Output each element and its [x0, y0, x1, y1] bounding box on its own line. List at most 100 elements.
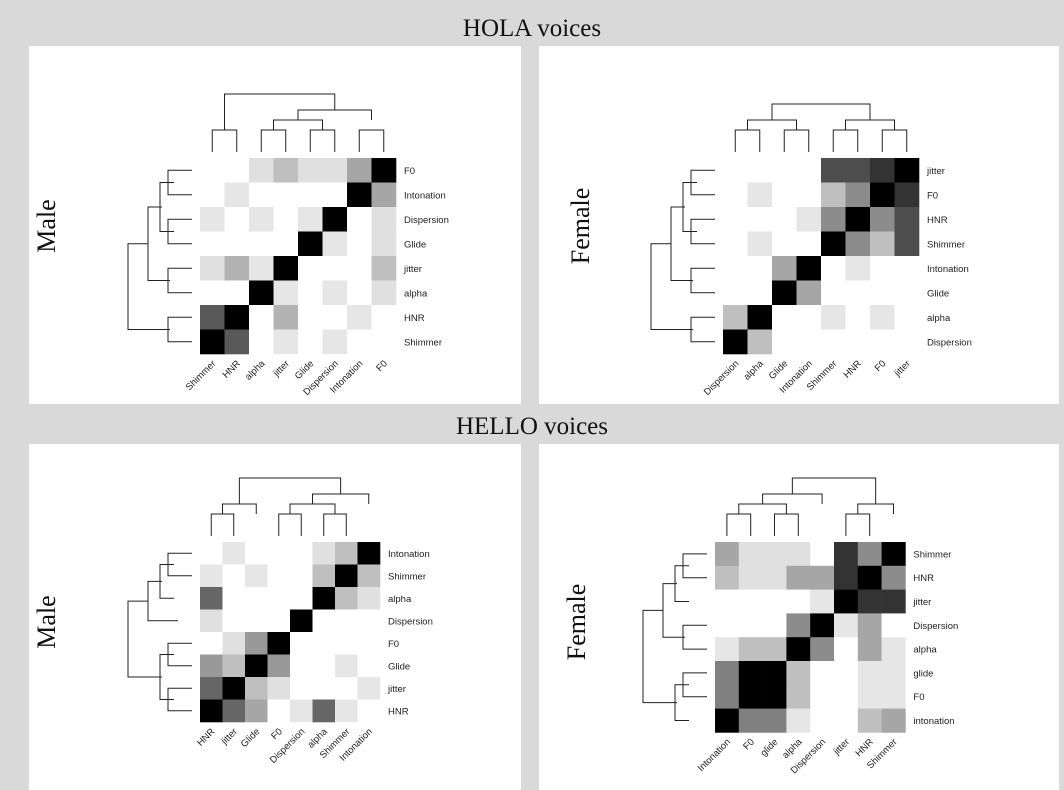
hello-voices-female-cell-dispersion-glide [762, 613, 787, 638]
hola-male-panel: Male F0 Intonation Dispersion Glide jitter alp… [29, 46, 521, 404]
hello-voices-male-cell-shimmer-jitter [222, 564, 246, 588]
hola-voices-female-cell-glide-glide [772, 280, 797, 306]
hola-voices-male-cell-jitter-glide [298, 256, 323, 281]
hello-voices-female-col-dendro-link [762, 493, 823, 504]
hello-female-panel: Female Shimmer HNR jitter Dispersion alpha gli… [539, 444, 1059, 790]
hello-voices-male-cell-hnr-jitter [222, 699, 246, 723]
hola-voices-female-cell-jitter-dispersion [723, 158, 748, 183]
hello-voices-female-cell-glide-f0 [738, 661, 763, 686]
hola-voices-male-cell-hnr-shimmer [200, 305, 225, 330]
hello-voices-male-cell-f0-shimmer [335, 632, 358, 655]
hola-voices-female-cell-dispersion-intonation [796, 329, 822, 355]
hello-voices-female-cell-hnr-hnr [857, 565, 882, 590]
hola-voices-male-col-label: jitter [271, 358, 292, 379]
hello-voices-female-cell-f0-alpha [786, 684, 811, 709]
hola-voices-male-col-dendro-link [224, 93, 336, 130]
hello-voices-female-row-dendro-link [662, 583, 685, 638]
hola-voices-male-cell-jitter-shimmer [200, 256, 225, 281]
hello-voices-female-cell-f0-intonation [715, 684, 740, 709]
hola-voices-male-row-label: Shimmer [404, 337, 442, 348]
hello-voices-female-col-dendro-link [845, 513, 871, 536]
hello-voices-female-col-dendro-link [726, 513, 752, 536]
hello-voices-male-cell-glide-alpha [312, 654, 336, 678]
hola-voices-female-cell-alpha-intonation [796, 305, 822, 330]
hola-voices-male-cell-intonation-dispersion [322, 182, 348, 208]
hello-voices-male-row-label: F0 [388, 639, 399, 650]
hello-voices-female-cell-glide-intonation [715, 661, 740, 686]
hello-voices-female-col-dendro-link [774, 513, 799, 536]
hello-voices-male-cell-alpha-shimmer [335, 587, 358, 610]
hola-voices-male-cell-glide-shimmer [200, 231, 225, 257]
hello-voices-male-col-dendro-link [312, 493, 370, 504]
hola-voices-female-cell-alpha-f0 [870, 305, 895, 330]
hola-voices-female-cell-shimmer-intonation [796, 231, 822, 257]
hello-voices-female-cell-dispersion-hnr [857, 613, 882, 638]
hola-voices-female-cell-jitter-hnr [845, 158, 871, 183]
hola-voices-female-row-dendro-link [690, 267, 715, 294]
hola-voices-male-cell-hnr-intonation [347, 305, 372, 330]
hola-voices-male-cell-f0-intonation [347, 158, 372, 183]
hola-voices-male-cell-f0-jitter [273, 158, 299, 183]
hola-voices-male-cell-shimmer-intonation [347, 329, 372, 355]
hola-voices-female-row-label: Intonation [927, 264, 969, 275]
hola-voices-male-cell-jitter-dispersion [322, 256, 348, 281]
hola-voices-female-cell-shimmer-hnr [845, 231, 871, 257]
hello-voices-female-row-label: Shimmer [913, 549, 951, 560]
hello-voices-male-row-label: jitter [387, 684, 406, 695]
hola-voices-male-col-label: HNR [221, 358, 243, 380]
hello-voices-male-col-dendro-link [210, 513, 235, 536]
hello-voices-female-cell-glide-shimmer [881, 661, 906, 686]
hola-voices-male-cell-shimmer-glide [298, 329, 323, 355]
hola-voices-female-cell-hnr-jitter [894, 207, 920, 232]
hello-voices-female-cell-jitter-intonation [715, 589, 740, 614]
hola-voices-female-row-label: HNR [927, 215, 948, 226]
hola-voices-male-cell-shimmer-alpha [249, 329, 274, 355]
hello-voices-male-cell-jitter-glide [245, 677, 268, 700]
hola-voices-male-col-label: F0 [374, 358, 390, 374]
hola-voices-male-col-dendro-link [297, 109, 372, 120]
hello-voices-male-col-dendro-link [278, 513, 302, 536]
hello-voices-male-cell-f0-intonation [357, 632, 381, 655]
hola-voices-male-cell-f0-dispersion [322, 158, 348, 183]
hello-voices-female-cell-shimmer-alpha [786, 542, 811, 567]
hello-voices-male-row-label: alpha [388, 594, 412, 605]
hola-voices-female-cell-dispersion-jitter [894, 329, 920, 355]
hello-voices-female-cell-intonation-alpha [786, 708, 811, 733]
hello-voices-male-cell-alpha-intonation [357, 587, 381, 610]
hello-voices-female-col-label: F0 [741, 737, 757, 753]
hello-voices-female-cell-glide-glide [762, 661, 787, 686]
hola-voices-male-cell-shimmer-f0 [371, 329, 397, 355]
hola-voices-female-cell-jitter-intonation [796, 158, 822, 183]
hello-voices-female-col-dendro-link [738, 503, 787, 514]
hello-voices-female-cell-intonation-hnr [857, 708, 882, 733]
hola-voices-female-cell-shimmer-shimmer [821, 231, 846, 257]
hello-voices-male-cell-shimmer-glide [245, 564, 268, 588]
hello-voices-male-cell-intonation-dispersion [290, 542, 313, 565]
hola-voices-female-cell-dispersion-hnr [845, 329, 871, 355]
hello-voices-female-col-dendro-link [791, 477, 877, 504]
hola-voices-male-cell-intonation-alpha [249, 182, 274, 208]
hola-voices-female-cell-intonation-hnr [845, 256, 871, 281]
hello-voices-female-cell-alpha-jitter [834, 637, 859, 662]
hola-voices-female-cell-f0-dispersion [723, 182, 748, 208]
hello-voices-male-col-label: F0 [269, 726, 285, 742]
hola-voices-male-cell-hnr-glide [298, 305, 323, 330]
hello-voices-female-cell-hnr-jitter [834, 565, 859, 590]
section-title-hola: HOLA voices [462, 15, 602, 42]
hola-voices-female-cell-hnr-alpha [747, 207, 773, 232]
hello-voices-male-cell-intonation-f0 [267, 542, 291, 565]
hola-voices-female-col-label: Dispersion [702, 358, 742, 398]
hello-voices-male-cell-intonation-glide [245, 542, 268, 565]
hola-voices-male-row-label: F0 [404, 166, 415, 177]
hello-voices-female-cell-shimmer-f0 [738, 542, 763, 567]
hola-voices-female-cell-intonation-glide [772, 256, 797, 281]
hola-voices-male-cell-dispersion-shimmer [200, 207, 225, 232]
hola-voices-female-cell-dispersion-glide [772, 329, 797, 355]
hola-voices-female-row-dendro-link [682, 182, 697, 232]
hola-voices-male-col-label: Shimmer [184, 358, 219, 393]
hola-voices-male-cell-alpha-hnr [224, 280, 250, 306]
hello-voices-female-cell-intonation-intonation [715, 708, 740, 733]
hello-voices-female-cell-hnr-dispersion [810, 565, 835, 590]
hola-voices-female-row-label: F0 [927, 190, 938, 201]
hello-voices-female-cell-glide-hnr [857, 661, 882, 686]
